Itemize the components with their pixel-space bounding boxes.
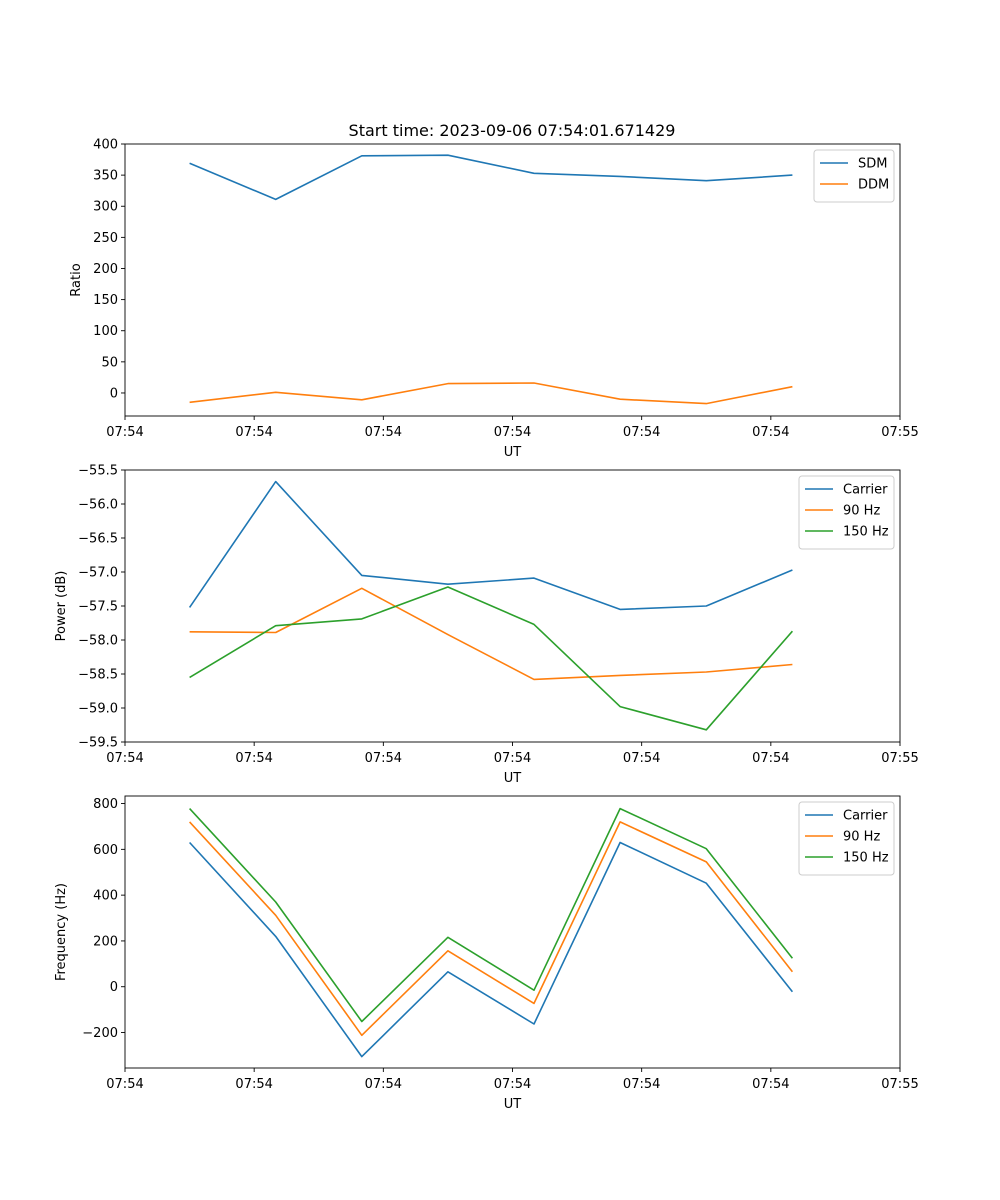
y-tick-label: −200 [82, 1026, 118, 1041]
legend-label: DDM [858, 178, 889, 193]
x-tick-label: 07:54 [365, 751, 402, 766]
series-line-sdm [189, 154, 793, 201]
x-tick-label: 07:54 [106, 751, 143, 766]
y-tick-label: −56.5 [78, 532, 118, 547]
legend: SDM DDM [813, 149, 895, 203]
series-line-carrier [188, 480, 793, 611]
series-line-150-hz [189, 586, 794, 731]
axes-frame [124, 795, 901, 1069]
series-line-150-hz [189, 807, 794, 1023]
y-tick-label: 350 [93, 169, 118, 184]
y-tick-label: 0 [110, 980, 118, 995]
x-tick-label: 07:54 [494, 751, 531, 766]
x-axis-label: UT [504, 1097, 522, 1112]
y-tick-label: 400 [93, 138, 118, 153]
series-line-90-hz [189, 587, 793, 681]
panel-2: −59.5 −59.0 −58.5 −58.0 −57.5 −57.0 −56.5 −56.0… [54, 464, 919, 787]
x-tick-label: 07:54 [494, 1077, 531, 1092]
y-axis-label: Ratio [69, 263, 84, 296]
y-tick-label: 150 [93, 293, 118, 308]
chart-title: Start time: 2023-09-06 07:54:01.671429 [349, 121, 676, 140]
x-tick-label: 07:54 [106, 1077, 143, 1092]
y-tick-label: 0 [110, 386, 118, 401]
x-tick-label: 07:54 [623, 1077, 660, 1092]
x-tick-label: 07:54 [106, 425, 143, 440]
y-tick-label: −56.0 [78, 498, 118, 513]
x-tick-label: 07:54 [365, 1077, 402, 1092]
legend-label: Carrier [843, 809, 888, 824]
y-tick-label: −58.5 [78, 668, 118, 683]
y-tick-label: −55.5 [78, 464, 118, 479]
legend-label: 90 Hz [843, 830, 880, 845]
x-tick-label: 07:55 [881, 425, 918, 440]
y-tick-label: 200 [93, 262, 118, 277]
series-line-carrier [189, 841, 794, 1058]
x-tick-label: 07:54 [235, 751, 272, 766]
panel-3: −200 0 200 400 600 800 07:54 07:54 07:54 07:54 07:… [54, 795, 919, 1112]
y-tick-label: 400 [93, 889, 118, 904]
legend-label: 150 Hz [843, 851, 889, 866]
series-line-ddm [189, 382, 793, 405]
y-tick-label: −59.0 [78, 702, 118, 717]
x-tick-label: 07:55 [881, 1077, 918, 1092]
y-tick-label: −58.0 [78, 634, 118, 649]
axes-frame [124, 469, 901, 743]
x-axis-label: UT [504, 445, 522, 460]
panel-1: 0 50 100 150 200 250 300 350 400 07:54 07:54 07:54 0… [69, 138, 919, 461]
legend: Carrier 90 Hz 150 Hz [798, 475, 895, 550]
y-tick-label: 100 [93, 324, 118, 339]
legend-label: SDM [858, 157, 887, 172]
y-tick-label: −57.5 [78, 600, 118, 615]
y-tick-label: 250 [93, 231, 118, 246]
x-tick-label: 07:54 [752, 425, 789, 440]
y-tick-label: −57.0 [78, 566, 118, 581]
series-line-90-hz [189, 821, 794, 1037]
x-axis-label: UT [504, 771, 522, 786]
legend-label: 150 Hz [843, 525, 889, 540]
x-tick-label: 07:54 [494, 425, 531, 440]
x-tick-label: 07:54 [752, 751, 789, 766]
y-tick-label: 600 [93, 843, 118, 858]
x-tick-label: 07:54 [623, 751, 660, 766]
y-tick-label: 800 [93, 797, 118, 812]
y-axis-label: Power (dB) [54, 571, 69, 642]
y-tick-label: 200 [93, 934, 118, 949]
x-tick-label: 07:54 [365, 425, 402, 440]
legend-label: 90 Hz [843, 504, 880, 519]
y-axis-label: Frequency (Hz) [54, 883, 69, 981]
x-tick-label: 07:54 [752, 1077, 789, 1092]
x-tick-label: 07:55 [881, 751, 918, 766]
x-tick-label: 07:54 [623, 425, 660, 440]
legend: Carrier 90 Hz 150 Hz [798, 801, 895, 876]
legend-label: Carrier [843, 483, 888, 498]
x-tick-label: 07:54 [235, 425, 272, 440]
x-tick-label: 07:54 [235, 1077, 272, 1092]
y-tick-label: −59.5 [78, 736, 118, 751]
y-tick-label: 50 [101, 355, 118, 370]
y-tick-label: 300 [93, 200, 118, 215]
